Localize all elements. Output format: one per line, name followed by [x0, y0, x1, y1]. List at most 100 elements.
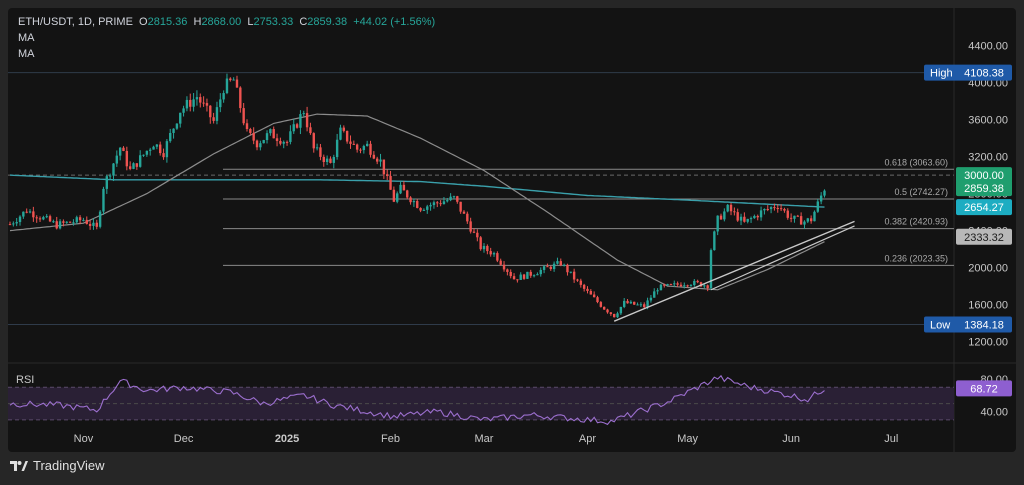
price-tag-gray-bg	[956, 228, 1012, 245]
ma-slow-line	[9, 174, 825, 208]
candle-body	[572, 271, 576, 280]
candle-body	[439, 203, 442, 205]
candle-body	[265, 133, 269, 141]
candle-body	[743, 216, 746, 222]
candle-body	[78, 217, 82, 221]
ma-legend-2[interactable]: MA	[18, 48, 35, 60]
price-tag-level-bg	[956, 167, 1012, 184]
price-axis-tick: 2000.00	[968, 263, 1008, 275]
candle-body	[292, 124, 295, 132]
candle-body	[532, 275, 536, 277]
candle-body	[379, 159, 382, 162]
candle-body	[125, 150, 129, 167]
candle-body	[138, 155, 142, 167]
price-tag-price-text: 2859.38	[964, 183, 1004, 195]
candle-body	[255, 140, 259, 148]
candle-body	[492, 253, 496, 255]
candle-body	[249, 128, 252, 133]
price-tag-gray-text: 2333.32	[964, 232, 1004, 244]
candle-body	[122, 147, 125, 151]
fib-level-label: 0.382 (2420.93)	[884, 217, 948, 227]
candle-body	[369, 143, 372, 155]
candle-body	[659, 284, 663, 291]
candle-body	[446, 200, 449, 202]
candle-body	[706, 285, 709, 289]
price-chart[interactable]: 4400.004000.003600.003200.002800.002400.…	[8, 8, 1016, 452]
candle-body	[726, 204, 729, 212]
price-axis-tick: 3200.00	[968, 152, 1008, 164]
candle-body	[509, 271, 512, 277]
candle-body	[15, 222, 18, 224]
price-tag-ma-text: 2654.27	[964, 202, 1004, 214]
candle-body	[442, 201, 446, 205]
candle-body	[412, 201, 416, 203]
candle-body	[199, 97, 202, 103]
candle-body	[279, 140, 282, 144]
candle-body	[609, 312, 613, 314]
candle-body	[142, 154, 145, 156]
ma-legend-1[interactable]: MA	[18, 32, 35, 44]
candle-body	[456, 196, 459, 202]
candle-body	[38, 218, 42, 220]
candle-body	[679, 284, 683, 287]
candle-body	[546, 266, 549, 268]
price-tag-level-text: 3000.00	[964, 170, 1004, 182]
candle-body	[252, 132, 255, 141]
open-value: 2815.36	[147, 16, 188, 28]
candle-body	[753, 215, 756, 219]
price-tag-ma: 2654.27	[956, 199, 1012, 216]
brand-name: TradingView	[33, 458, 105, 473]
candle-body	[205, 103, 209, 106]
candle-body	[148, 149, 152, 151]
candle-body	[209, 105, 212, 118]
candle-body	[799, 216, 803, 225]
candle-body	[526, 271, 529, 279]
candle-body	[52, 221, 55, 223]
tradingview-brand[interactable]: TradingView	[10, 458, 105, 473]
candle-body	[519, 274, 522, 280]
time-axis-label: Jul	[884, 433, 898, 445]
candle-body	[646, 300, 649, 308]
change-value: +44.02 (+1.56%)	[353, 16, 436, 28]
candle-body	[335, 139, 339, 158]
symbol-label[interactable]: ETH/USDT, 1D, PRIME	[18, 16, 133, 28]
time-axis-label: Nov	[74, 433, 94, 445]
candle-body	[48, 216, 52, 222]
time-axis-label: Dec	[174, 433, 194, 445]
candle-body	[596, 297, 599, 303]
candle-body	[42, 217, 45, 220]
candle-body	[159, 144, 162, 154]
candle-body	[215, 107, 219, 121]
candle-body	[392, 189, 396, 202]
time-axis-label: Feb	[381, 433, 400, 445]
candle-body	[549, 266, 552, 270]
candle-body	[195, 97, 199, 100]
time-axis-label: 2025	[275, 433, 299, 445]
candle-body	[416, 201, 419, 208]
rsi-value-tag-text: 68.72	[970, 383, 998, 395]
candle-body	[82, 219, 85, 221]
candle-body	[329, 158, 332, 163]
candle-body	[469, 221, 472, 232]
candle-body	[12, 223, 15, 225]
candle-body	[85, 219, 88, 224]
candle-body	[499, 260, 502, 265]
candle-body	[325, 158, 329, 163]
candle-body	[486, 245, 489, 252]
candle-body	[716, 215, 719, 232]
candle-body	[789, 217, 793, 219]
candle-body	[375, 158, 379, 162]
candle-body	[616, 313, 619, 318]
low-badge: Low 1384.18	[924, 316, 1012, 333]
candle-body	[476, 232, 479, 238]
candle-body	[319, 147, 322, 157]
candle-body	[536, 274, 539, 276]
candle-body	[629, 301, 633, 304]
chart-panel[interactable]: 4400.004000.003600.003200.002800.002400.…	[8, 8, 1016, 452]
candle-body	[132, 163, 135, 169]
candle-body	[25, 211, 28, 213]
candle-body	[128, 166, 132, 169]
candle-body	[733, 211, 736, 213]
candle-body	[272, 129, 275, 139]
candle-body	[489, 251, 492, 255]
